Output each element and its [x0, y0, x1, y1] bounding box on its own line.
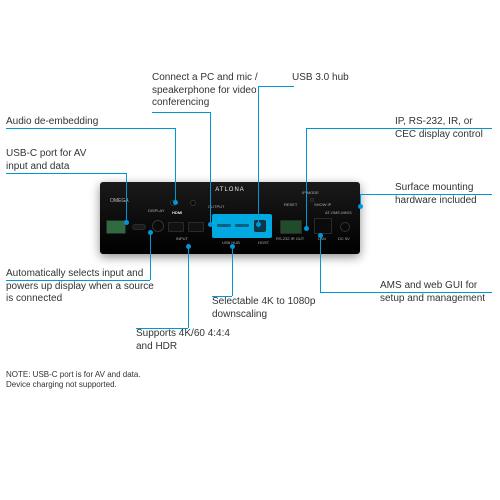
brand-label: ATLONA: [215, 187, 245, 193]
callout-pcmic: Connect a PC and mic / speakerphone for …: [152, 72, 272, 110]
dot-ip: [304, 226, 309, 231]
dot-usbc: [124, 220, 129, 225]
dot-usb3: [256, 222, 261, 227]
rule-ams-v: [320, 235, 321, 292]
display-label: DISPLAY: [148, 208, 165, 213]
footnote: NOTE: USB-C port is for AV and data. Dev…: [6, 370, 156, 390]
showip-label: SHOW IP: [314, 202, 331, 207]
rule-pcmic-v: [210, 112, 211, 224]
rule-usb3-h: [258, 86, 294, 87]
dc-jack: [340, 222, 350, 232]
dot-surface: [358, 204, 363, 209]
hdmi-label: HDMI: [172, 210, 182, 215]
callout-usbc: USB-C port for AV input and data: [6, 148, 106, 173]
hdmi-in-1: [168, 222, 184, 232]
rule-usbc-h: [6, 173, 126, 174]
rs232-port: [280, 220, 302, 234]
rule-ip-h: [306, 128, 492, 129]
model-label: AT-OME-MH21: [325, 210, 352, 215]
rule-pcmic-h: [152, 112, 210, 113]
hdmi-in-2: [188, 222, 204, 232]
callout-select4k: Selectable 4K to 1080p downscaling: [212, 296, 322, 321]
usbc-port: [132, 224, 146, 230]
aux-circle-2: [190, 200, 196, 206]
dot-pcmic: [208, 222, 213, 227]
rule-audio-h: [6, 128, 175, 129]
rule-auto-v: [150, 232, 151, 280]
callout-audio-deembed: Audio de-embedding: [6, 116, 126, 129]
callout-autoselect: Automatically selects input and powers u…: [6, 268, 154, 306]
usb-a-slot-1: [217, 224, 231, 227]
dc-label: DC 5V: [338, 236, 350, 241]
reset-label: RESET: [284, 202, 297, 207]
rule-usb3-v: [258, 86, 259, 224]
rule-sel4k-v: [232, 246, 233, 296]
rule-4k60-v: [188, 246, 189, 328]
callout-usb3: USB 3.0 hub: [292, 72, 372, 85]
rule-usbc-v: [126, 173, 127, 222]
terminal-block: [106, 220, 126, 234]
rs232-label: RS-232 IR OUT: [276, 236, 304, 241]
callout-4k60: Supports 4K/60 4:4:4 and HDR: [136, 328, 236, 353]
rule-sel4k-h: [212, 296, 232, 297]
lan-port: [314, 218, 332, 234]
dot-sel4k: [230, 244, 235, 249]
dot-ams: [318, 233, 323, 238]
rule-4k60-h: [136, 328, 188, 329]
rule-audio-v: [175, 128, 176, 202]
rule-ams-h: [320, 292, 492, 293]
rule-auto-h: [6, 280, 150, 281]
dot-audio: [173, 200, 178, 205]
rule-surface-h: [360, 194, 492, 195]
usb-a-slot-2: [235, 224, 249, 227]
rule-ip-v: [306, 128, 307, 228]
host-label: HOST: [258, 240, 269, 245]
dot-4k60: [186, 244, 191, 249]
input-label: INPUT: [176, 236, 188, 241]
usb-hub-panel: [212, 214, 272, 238]
dot-auto: [148, 230, 153, 235]
display-button: [152, 220, 164, 232]
device-body: ATLONA OMEGA AT-OME-MH21 DISPLAY INPUT H…: [100, 182, 360, 254]
ipmode-label: IP MODE: [302, 190, 319, 195]
